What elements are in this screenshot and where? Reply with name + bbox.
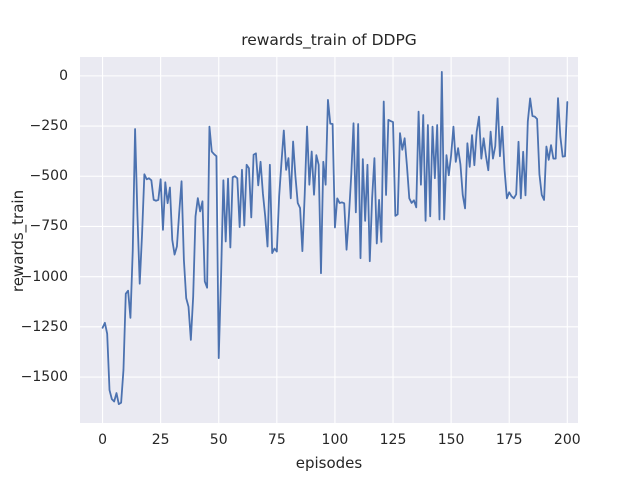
y-tick-label: −750 [29,218,68,235]
y-tick-label: −1000 [20,268,68,285]
line-chart-plot-area [80,57,578,423]
x-tick-label: 25 [151,432,170,448]
chart-title: rewards_train of DDPG [241,31,417,49]
x-tick-label: 125 [379,432,407,448]
x-tick-label: 175 [495,432,523,448]
x-tick-label: 50 [209,432,228,448]
x-axis-label: episodes [295,454,363,472]
x-tick-label: 75 [267,432,286,448]
y-axis-label: rewards_train [9,189,27,293]
x-tick-label: 200 [553,432,581,448]
y-tick-label: −500 [29,168,68,185]
y-tick-label: −1250 [20,318,68,335]
x-tick-label: 0 [98,432,107,448]
y-tick-label: −1500 [20,369,68,386]
y-tick-label: −250 [29,118,68,135]
x-tick-label: 150 [437,432,465,448]
y-tick-label: 0 [59,67,68,84]
x-tick-label: 100 [321,432,349,448]
data-series-line [101,70,569,406]
